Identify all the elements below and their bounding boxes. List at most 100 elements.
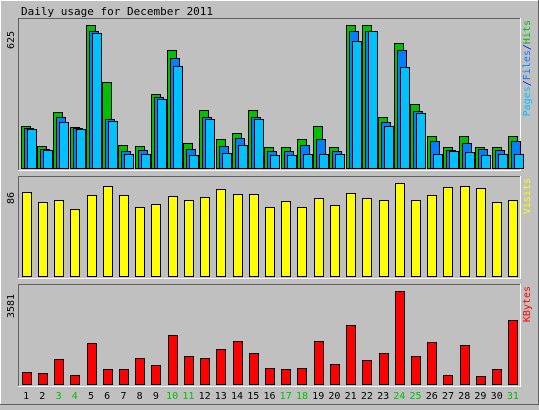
day-axis-labels: 1 2 3 4 5 6 7 8 9 10 11 12 13 14 15 16 17 18 19 20 21 22 23 24 2… — [23, 391, 519, 402]
bar-pages-day-24 — [400, 67, 410, 169]
bar-visits-day-30 — [492, 202, 502, 277]
day-label-19: 19 — [312, 391, 324, 402]
legend-entry: Pages — [522, 86, 533, 116]
day-label-16: 16 — [263, 391, 275, 402]
day-label-8: 8 — [137, 391, 143, 402]
bar-visits-day-15 — [249, 194, 259, 277]
bar-kbytes-day-25 — [411, 356, 421, 385]
bar-visits-day-18 — [297, 207, 307, 277]
bar-kbytes-day-10 — [168, 335, 178, 385]
bar-pages-day-16 — [270, 155, 280, 169]
bar-visits-day-8 — [135, 207, 145, 277]
bar-kbytes-day-29 — [476, 376, 486, 385]
bar-visits-day-1 — [22, 192, 32, 277]
day-label-24: 24 — [393, 391, 405, 402]
bar-pages-day-19 — [319, 154, 329, 169]
bar-visits-day-13 — [216, 189, 226, 277]
bar-visits-day-2 — [38, 202, 48, 277]
bar-pages-day-27 — [449, 151, 459, 169]
bar-visits-day-29 — [476, 188, 486, 277]
bar-pages-day-29 — [481, 155, 491, 169]
bar-kbytes-day-31 — [508, 320, 518, 385]
bar-pages-day-9 — [157, 99, 167, 169]
bar-kbytes-day-17 — [281, 369, 291, 385]
bar-pages-day-6 — [108, 121, 118, 169]
day-label-3: 3 — [56, 391, 62, 402]
bar-visits-day-6 — [103, 186, 113, 277]
bar-pages-day-30 — [498, 154, 508, 169]
legend-entry: KBytes — [522, 286, 533, 322]
legend-entry: / — [522, 44, 533, 50]
bar-pages-day-4 — [76, 129, 86, 169]
day-label-22: 22 — [361, 391, 373, 402]
bar-pages-day-21 — [352, 41, 362, 169]
bar-visits-day-16 — [265, 207, 275, 277]
bar-pages-day-14 — [238, 145, 248, 169]
bar-pages-day-12 — [205, 119, 215, 169]
bar-visits-day-23 — [379, 200, 389, 277]
chart-title: Daily usage for December 2011 — [21, 5, 213, 18]
bar-pages-day-11 — [189, 155, 199, 169]
bar-kbytes-day-12 — [200, 358, 210, 385]
ymax-label: 3581 — [6, 294, 17, 318]
bar-kbytes-day-5 — [87, 343, 97, 385]
bar-visits-day-4 — [70, 209, 80, 277]
bar-visits-day-12 — [200, 197, 210, 277]
day-label-30: 30 — [491, 391, 503, 402]
bar-pages-day-7 — [124, 154, 134, 169]
bar-kbytes-day-23 — [379, 353, 389, 385]
bar-pages-day-5 — [92, 33, 102, 169]
day-label-27: 27 — [442, 391, 454, 402]
bar-pages-day-1 — [27, 129, 37, 169]
day-label-10: 10 — [166, 391, 178, 402]
bar-kbytes-day-30 — [492, 369, 502, 385]
bar-visits-day-26 — [427, 195, 437, 277]
bar-kbytes-day-13 — [216, 349, 226, 385]
bars — [22, 291, 518, 385]
bar-kbytes-day-6 — [103, 369, 113, 385]
bar-pages-day-23 — [384, 126, 394, 169]
day-label-1: 1 — [23, 391, 29, 402]
day-label-5: 5 — [88, 391, 94, 402]
bar-pages-day-18 — [303, 154, 313, 169]
day-label-7: 7 — [120, 391, 126, 402]
day-label-6: 6 — [104, 391, 110, 402]
bar-pages-day-20 — [335, 154, 345, 169]
day-label-20: 20 — [328, 391, 340, 402]
bar-kbytes-day-8 — [135, 358, 145, 385]
bar-pages-day-25 — [416, 113, 426, 169]
bar-kbytes-day-1 — [22, 372, 32, 385]
bar-pages-day-28 — [465, 152, 475, 169]
bar-pages-day-26 — [433, 154, 443, 169]
panel-visits: 86 Visits — [6, 176, 533, 279]
bar-visits-day-28 — [460, 186, 470, 277]
bar-visits-day-11 — [184, 200, 194, 277]
panel-kbytes: 3581 KBytes — [6, 284, 533, 387]
bar-visits-day-24 — [395, 183, 405, 277]
day-label-31: 31 — [507, 391, 519, 402]
day-label-21: 21 — [345, 391, 357, 402]
bar-pages-day-15 — [254, 119, 264, 169]
bars — [21, 25, 524, 169]
bar-pages-day-3 — [59, 122, 69, 169]
bar-visits-day-10 — [168, 196, 178, 277]
bar-visits-day-19 — [314, 198, 324, 277]
day-label-26: 26 — [426, 391, 438, 402]
day-label-28: 28 — [458, 391, 470, 402]
bar-visits-day-27 — [443, 187, 453, 277]
bar-kbytes-day-20 — [330, 364, 340, 385]
bar-visits-day-5 — [87, 195, 97, 277]
bar-pages-day-22 — [368, 31, 378, 169]
bar-visits-day-3 — [54, 200, 64, 277]
legend: Visits — [522, 178, 533, 214]
ymax-label: 86 — [6, 192, 17, 204]
day-label-14: 14 — [231, 391, 243, 402]
bar-visits-day-31 — [508, 200, 518, 277]
day-label-4: 4 — [72, 391, 78, 402]
day-label-23: 23 — [377, 391, 389, 402]
bar-kbytes-day-19 — [314, 341, 324, 385]
day-label-11: 11 — [182, 391, 194, 402]
bar-kbytes-day-26 — [427, 342, 437, 385]
